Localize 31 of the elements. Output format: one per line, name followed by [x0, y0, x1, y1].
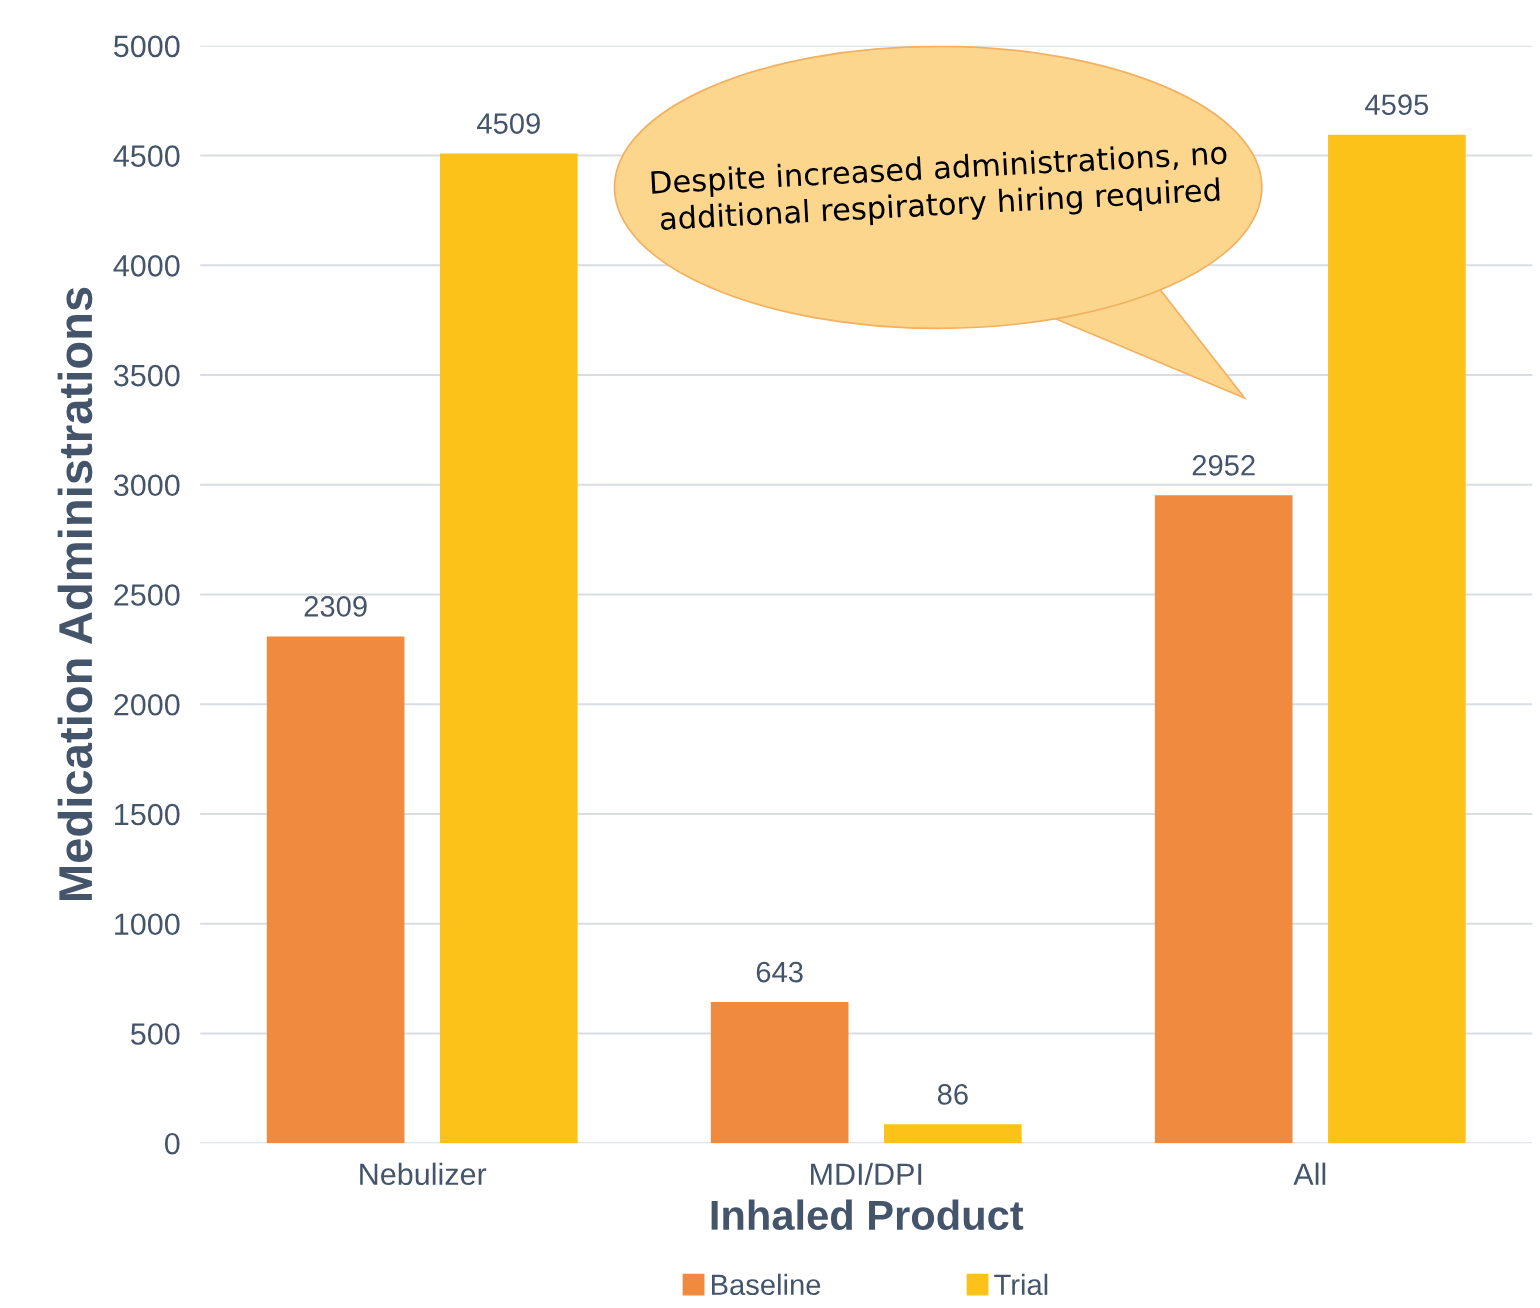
- x-tick-label: Nebulizer: [360, 1162, 487, 1186]
- y-tick-label: 1500: [115, 803, 180, 826]
- bar: [884, 1124, 1022, 1144]
- x-axis-title: Inhaled Product: [711, 1199, 1024, 1231]
- y-tick-label: 1000: [115, 913, 180, 936]
- bar: [710, 1002, 849, 1144]
- x-tick-label: All: [1293, 1162, 1326, 1185]
- data-label: 86: [937, 1084, 968, 1105]
- annotation: Despite increased administrations, no additional respiratory hiring required: [651, 140, 1228, 237]
- y-tick-label: 5000: [114, 35, 180, 58]
- bar: [266, 636, 405, 1144]
- data-label: 643: [756, 961, 803, 983]
- y-tick-label: 3500: [113, 364, 180, 387]
- y-tick-label: 2000: [114, 693, 180, 716]
- y-axis-title: Medication Administrations: [57, 287, 93, 901]
- y-tick-label: 3000: [113, 474, 180, 497]
- legend-label: Trial: [994, 1273, 1048, 1296]
- data-label: 2952: [1192, 454, 1255, 476]
- y-tick-label: 4000: [113, 255, 180, 277]
- y-tick-label: 4500: [113, 145, 180, 167]
- y-tick-label: 500: [131, 1023, 180, 1045]
- data-label: 4509: [477, 113, 540, 134]
- legend-label: Baseline: [711, 1273, 821, 1296]
- x-tick-label: MDI/DPI: [811, 1162, 922, 1186]
- bar: [439, 153, 578, 1144]
- bar: [1154, 495, 1293, 1144]
- data-label: 2309: [304, 596, 367, 617]
- data-label: 4595: [1365, 94, 1429, 116]
- y-tick-label: 0: [164, 1132, 180, 1155]
- y-tick-label: 2500: [114, 584, 180, 606]
- bar: [1328, 134, 1466, 1144]
